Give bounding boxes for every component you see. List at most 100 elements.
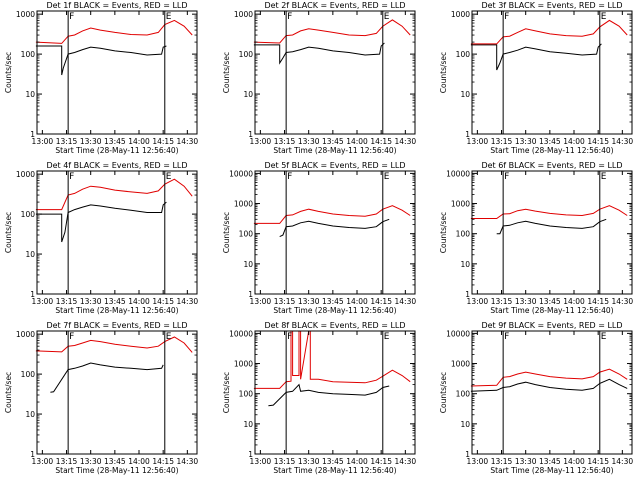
y-tick-label: 1 <box>30 130 35 139</box>
y-tick-label: 10 <box>25 250 35 259</box>
chart-title: Det 4f BLACK = Events, RED = LLD <box>46 161 187 170</box>
x-axis-title: Start Time (28-May-11 12:56:40) <box>273 146 396 155</box>
y-tick-label: 1000 <box>16 330 35 339</box>
x-tick-label: 13:00 <box>467 137 489 146</box>
y-axis-title: Counts/sec <box>222 372 231 413</box>
chart-panel-8: F E 13:00 13:15 13:30 13:45 14:00 14:15 14:30 1 10… <box>222 321 416 475</box>
y-tick-label: 1000 <box>451 200 470 209</box>
x-tick-label: 13:45 <box>322 297 344 306</box>
x-tick-label: 13:45 <box>104 137 126 146</box>
y-axis-title: Counts/sec <box>4 212 13 253</box>
x-tick-label: 13:15 <box>274 137 296 146</box>
marker-label-1: E <box>601 332 607 342</box>
x-tick-label: 14:00 <box>346 297 368 306</box>
x-tick-label: 13:30 <box>515 297 537 306</box>
series-line-lld <box>35 19 193 44</box>
y-tick-label: 100 <box>21 370 36 379</box>
y-axis-title: Counts/sec <box>439 52 448 93</box>
plot-frame <box>471 10 633 135</box>
x-tick-label: 14:15 <box>152 297 174 306</box>
x-axis-title: Start Time (28-May-11 12:56:40) <box>490 146 613 155</box>
y-tick-label: 10 <box>460 90 470 99</box>
x-tick-label: 13:45 <box>539 137 561 146</box>
series-line-events <box>279 218 390 238</box>
y-tick-label: 10 <box>460 420 470 429</box>
series-line-events <box>50 362 164 393</box>
chart-panel-5: F E 13:00 13:15 13:30 13:45 14:00 14:15 14:30 1 10… <box>222 161 416 315</box>
x-tick-label: 13:30 <box>80 297 102 306</box>
y-tick-label: 10 <box>243 420 253 429</box>
marker-label-0: F <box>69 332 74 342</box>
chart-title: Det 3f BLACK = Events, RED = LLD <box>481 1 622 10</box>
y-tick-label: 1000 <box>234 200 253 209</box>
y-tick-label: 1 <box>465 290 470 299</box>
plot-frame <box>471 170 633 295</box>
plot-frame <box>36 10 198 135</box>
marker-label-1: E <box>166 12 172 22</box>
x-tick-label: 13:30 <box>515 137 537 146</box>
series-line-events <box>470 43 602 71</box>
y-tick-label: 10 <box>25 90 35 99</box>
chart-title: Det 1f BLACK = Events, RED = LLD <box>46 1 187 10</box>
x-tick-label: 13:30 <box>515 457 537 466</box>
marker-label-1: E <box>166 172 172 182</box>
marker-label-0: F <box>287 12 292 22</box>
x-axis-title: Start Time (28-May-11 12:56:40) <box>55 466 178 475</box>
x-tick-label: 14:30 <box>395 457 417 466</box>
chart-panel-9: F E 13:00 13:15 13:30 13:45 14:00 14:15 14:30 1 10… <box>439 321 633 475</box>
marker-label-0: F <box>504 332 509 342</box>
x-tick-label: 13:00 <box>250 297 272 306</box>
x-tick-label: 13:15 <box>274 297 296 306</box>
x-tick-label: 13:15 <box>274 457 296 466</box>
y-tick-label: 100 <box>21 50 36 59</box>
marker-label-1: E <box>384 172 390 182</box>
marker-label-0: F <box>69 12 74 22</box>
x-axis-title: Start Time (28-May-11 12:56:40) <box>273 306 396 315</box>
y-tick-label: 1 <box>248 130 253 139</box>
chart-panel-4: F E 13:00 13:15 13:30 13:45 14:00 14:15 14:30 1 10… <box>4 161 198 315</box>
series-line-events <box>253 42 385 65</box>
x-tick-label: 13:00 <box>250 137 272 146</box>
x-tick-label: 14:00 <box>128 137 150 146</box>
x-tick-label: 14:00 <box>563 137 585 146</box>
x-tick-label: 13:15 <box>491 297 513 306</box>
y-axis-title: Counts/sec <box>222 52 231 93</box>
x-tick-label: 13:00 <box>32 297 54 306</box>
series-line-lld <box>253 205 411 224</box>
series-line-events <box>496 218 607 235</box>
chart-title: Det 7f BLACK = Events, RED = LLD <box>46 321 187 330</box>
chart-title: Det 2f BLACK = Events, RED = LLD <box>264 1 405 10</box>
y-tick-label: 10 <box>25 410 35 419</box>
x-tick-label: 13:30 <box>298 457 320 466</box>
y-tick-label: 10 <box>243 90 253 99</box>
x-tick-label: 14:30 <box>612 297 634 306</box>
x-tick-label: 14:30 <box>612 137 634 146</box>
chart-panel-3: F E 13:00 13:15 13:30 13:45 14:00 14:15 14:30 1 10… <box>439 1 633 155</box>
y-tick-label: 100 <box>239 390 254 399</box>
x-tick-label: 13:00 <box>467 457 489 466</box>
x-tick-label: 13:30 <box>80 457 102 466</box>
y-tick-label: 1000 <box>16 170 35 179</box>
x-tick-label: 14:15 <box>370 457 392 466</box>
y-tick-label: 100 <box>456 390 471 399</box>
x-tick-label: 13:45 <box>539 457 561 466</box>
y-axis-title: Counts/sec <box>222 212 231 253</box>
series-line-events <box>268 383 390 407</box>
chart-title: Det 8f BLACK = Events, RED = LLD <box>264 321 405 330</box>
y-tick-label: 100 <box>456 230 471 239</box>
x-tick-label: 14:30 <box>395 137 417 146</box>
y-tick-label: 1000 <box>234 10 253 19</box>
y-tick-label: 1 <box>30 290 35 299</box>
x-tick-label: 14:00 <box>128 297 150 306</box>
x-tick-label: 14:30 <box>612 457 634 466</box>
x-tick-label: 13:30 <box>298 137 320 146</box>
series-line-lld <box>35 336 193 353</box>
chart-title: Det 9f BLACK = Events, RED = LLD <box>481 321 622 330</box>
x-tick-label: 13:15 <box>56 457 78 466</box>
marker-label-1: E <box>601 12 607 22</box>
marker-label-1: E <box>384 332 390 342</box>
x-tick-label: 13:15 <box>491 457 513 466</box>
x-tick-label: 13:00 <box>467 297 489 306</box>
x-tick-label: 14:30 <box>177 137 199 146</box>
